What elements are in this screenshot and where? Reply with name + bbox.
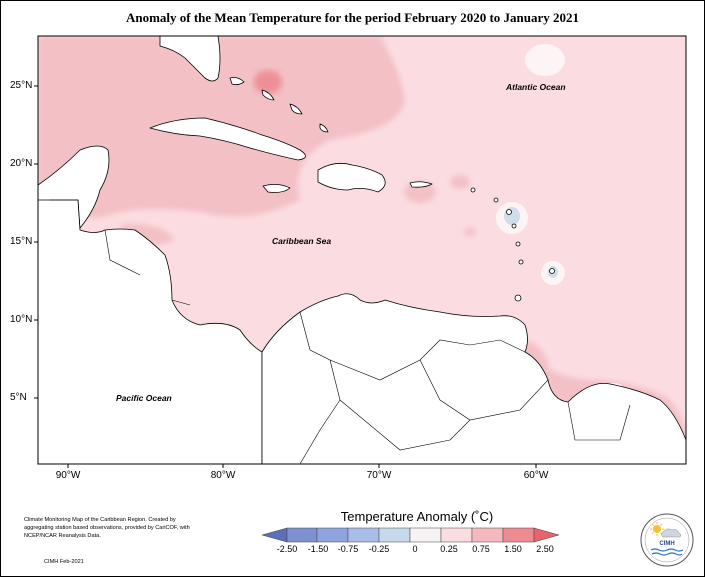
legend-tick-label: -0.25 bbox=[368, 544, 390, 554]
hot-spot bbox=[254, 70, 282, 94]
credit-text: Climate Monitoring Map of the Caribbean … bbox=[24, 517, 190, 539]
axis-ticks bbox=[34, 85, 537, 468]
lon-label: 60°W bbox=[523, 470, 549, 481]
legend-tick-label: 0 bbox=[412, 544, 418, 554]
bahamas-island bbox=[261, 89, 275, 101]
cimh-logo: CIMH bbox=[640, 513, 694, 567]
antilles-island bbox=[470, 187, 476, 193]
legend-colorbar bbox=[261, 527, 560, 543]
hispaniola bbox=[317, 162, 386, 193]
legend-tick-label: 1.50 bbox=[504, 544, 522, 554]
antilles-island bbox=[511, 223, 517, 229]
bahamas-island bbox=[229, 77, 245, 86]
legend-tick-label: 0.75 bbox=[472, 544, 490, 554]
credit-date: CIMH Feb-2021 bbox=[44, 559, 84, 565]
antilles-island bbox=[515, 241, 521, 247]
legend-tick-label: -0.75 bbox=[337, 544, 359, 554]
legend-tick-label: -1.50 bbox=[307, 544, 329, 554]
legend-tick-label: 0.25 bbox=[440, 544, 458, 554]
lon-label: 90°W bbox=[55, 470, 81, 481]
lat-label: 20°N bbox=[10, 158, 33, 169]
lon-label: 70°W bbox=[366, 470, 392, 481]
borders bbox=[50, 199, 631, 464]
lat-label: 25°N bbox=[10, 80, 33, 91]
pacific-ocean-label: Pacific Ocean bbox=[116, 393, 172, 403]
caribbean-sea-label: Caribbean Sea bbox=[272, 236, 332, 246]
florida bbox=[159, 36, 221, 82]
lat-label: 15°N bbox=[10, 236, 33, 247]
wave-icon bbox=[650, 548, 684, 556]
legend-title: Temperature Anomaly (˚C) bbox=[340, 509, 494, 524]
lat-label: 10°N bbox=[10, 314, 33, 325]
lat-label: 5°N bbox=[10, 392, 27, 403]
map-title: Anomaly of the Mean Temperature for the … bbox=[125, 10, 580, 25]
map-border bbox=[37, 35, 687, 465]
lon-label: 80°W bbox=[210, 470, 236, 481]
jamaica bbox=[262, 184, 291, 193]
antilles-island bbox=[493, 197, 499, 203]
logo-text: CIMH bbox=[659, 541, 674, 547]
antilles-island bbox=[506, 209, 512, 215]
legend-tick-label: 2.50 bbox=[536, 544, 554, 554]
south-america bbox=[261, 293, 686, 464]
cloud-icon bbox=[661, 528, 681, 538]
puerto-rico bbox=[409, 181, 433, 188]
antilles-island bbox=[514, 294, 522, 302]
bahamas-island bbox=[289, 103, 303, 115]
bahamas-island bbox=[319, 123, 329, 133]
atlantic-ocean-label: Atlantic Ocean bbox=[506, 82, 566, 92]
cuba bbox=[149, 117, 306, 161]
antilles-island bbox=[549, 268, 555, 274]
landmasses bbox=[38, 36, 686, 464]
antilles-island bbox=[518, 259, 524, 265]
legend-tick-label: -2.50 bbox=[276, 544, 298, 554]
